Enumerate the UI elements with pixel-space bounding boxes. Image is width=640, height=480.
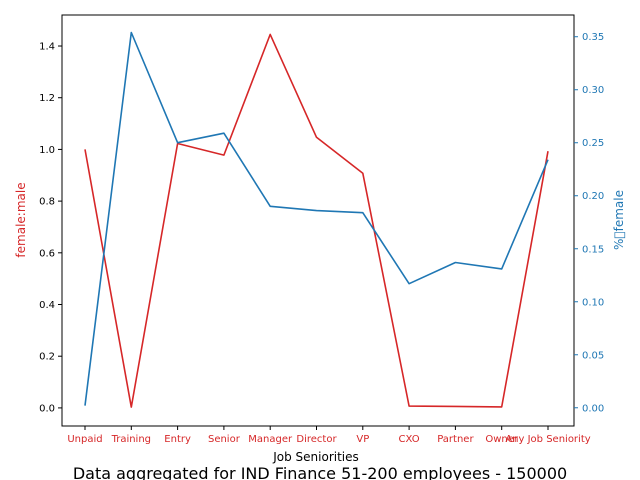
right-y-tick-label: 0.25 [582, 138, 604, 149]
x-tick-label: Unpaid [67, 434, 102, 445]
x-axis-label: Job Seniorities [272, 450, 359, 464]
x-tick-label: Entry [164, 434, 191, 445]
plot-frame [61, 14, 575, 427]
x-axis: Unpaid Training Entry Senior Manager Director… [67, 426, 591, 445]
series-layer [84, 31, 549, 408]
left-y-tick-label: 1.4 [39, 42, 55, 53]
right-y-tick-label: 0.30 [582, 85, 604, 96]
x-tick-label: Manager [248, 434, 293, 445]
right-y-axis-label: % female [612, 190, 626, 250]
right-y-tick-label: 0.05 [582, 350, 604, 361]
left-y-tick-label: 0.0 [39, 403, 55, 414]
right-y-tick-label: 0.35 [582, 32, 604, 43]
left-y-tick-label: 0.6 [39, 248, 55, 259]
left-y-tick-label: 0.8 [39, 197, 55, 208]
left-y-tick-label: 0.4 [39, 300, 55, 311]
female-male-ratio-line [84, 33, 549, 408]
x-tick-label: Any Job Seniority [505, 434, 590, 445]
x-tick-label: VP [356, 434, 369, 445]
left-y-tick-label: 1.2 [39, 93, 55, 104]
x-tick-label: Partner [437, 434, 474, 445]
left-y-axis-label: female:male [14, 182, 28, 257]
x-tick-label: Training [111, 434, 151, 445]
left-y-tick-label: 1.0 [39, 145, 55, 156]
left-axis: 0.0 0.2 0.4 0.6 0.8 1.0 1.2 1.4 [39, 42, 62, 414]
left-y-tick-label: 0.2 [39, 352, 55, 363]
right-y-tick-label: 0.00 [582, 403, 604, 414]
x-tick-label: CXO [399, 434, 420, 445]
chart-caption: Data aggregated for IND Finance 51-200 e… [73, 464, 567, 480]
x-tick-label: Senior [208, 434, 241, 445]
right-y-tick-label: 0.20 [582, 191, 604, 202]
x-tick-label: Director [296, 434, 337, 445]
right-y-tick-label: 0.10 [582, 297, 604, 308]
right-axis: 0.00 0.05 0.10 0.15 0.20 0.25 0.30 0.35 [574, 32, 604, 414]
right-y-tick-label: 0.15 [582, 244, 604, 255]
percent-female-line [84, 31, 549, 406]
x-tick-label: Owner [485, 434, 519, 445]
